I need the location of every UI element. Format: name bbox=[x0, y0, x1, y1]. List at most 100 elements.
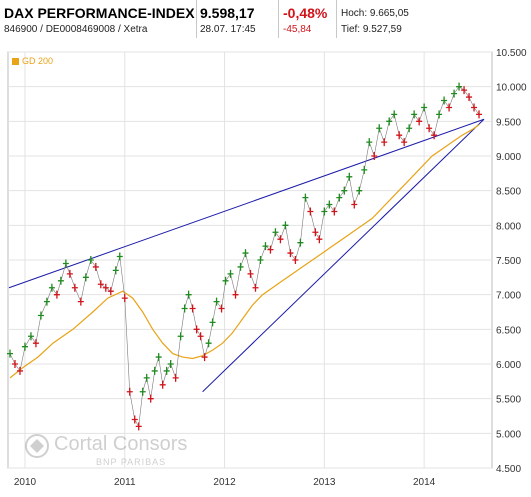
price-point bbox=[177, 332, 184, 341]
quote-name-cell bbox=[0, 0, 197, 38]
y-tick-label: 5.000 bbox=[496, 429, 521, 440]
y-tick-label: 8.000 bbox=[496, 221, 521, 232]
legend-label: GD 200 bbox=[22, 56, 54, 66]
x-tick-label: 2013 bbox=[313, 477, 336, 488]
price-point bbox=[116, 252, 123, 261]
watermark-brand: Cortal Consors bbox=[54, 433, 188, 455]
price-point bbox=[71, 283, 78, 292]
price-point bbox=[135, 422, 142, 431]
price-point bbox=[326, 200, 333, 209]
price-point bbox=[466, 93, 473, 102]
price-point bbox=[121, 294, 128, 303]
price-chart[interactable]: 4.500 5.000 5.500 6.000 6.500 7.000 7.500 8.000… bbox=[0, 48, 531, 492]
price-point bbox=[292, 256, 299, 264]
price-point bbox=[401, 138, 408, 147]
price-point bbox=[218, 304, 225, 313]
index-name: DAX PERFORMANCE-INDEX bbox=[4, 5, 195, 21]
day-low: Tief: 9.527,59 bbox=[341, 24, 402, 35]
change-absolute: -45,84 bbox=[283, 24, 312, 35]
price-point bbox=[227, 269, 234, 278]
price-point bbox=[147, 394, 154, 403]
price-point bbox=[461, 86, 468, 95]
y-tick-label: 9.000 bbox=[496, 152, 521, 163]
y-tick-label: 10.000 bbox=[496, 83, 527, 94]
price-point bbox=[297, 238, 304, 247]
price-point bbox=[11, 360, 18, 368]
price-point bbox=[163, 366, 170, 375]
price-point bbox=[167, 360, 174, 368]
y-tick-label: 6.500 bbox=[496, 325, 521, 336]
price-point bbox=[155, 353, 162, 362]
price-point bbox=[257, 256, 264, 264]
price-point bbox=[112, 266, 119, 275]
y-tick-label: 6.000 bbox=[496, 360, 521, 371]
price-point bbox=[446, 103, 453, 112]
price-point bbox=[143, 373, 150, 382]
chart-legend: GD 200 bbox=[12, 56, 53, 66]
y-tick-label: 9.500 bbox=[496, 117, 521, 128]
price-point bbox=[159, 380, 166, 389]
price-point bbox=[32, 339, 39, 348]
price-point bbox=[312, 228, 319, 237]
price-point bbox=[232, 290, 239, 299]
price-point bbox=[441, 96, 448, 105]
price-point bbox=[356, 186, 363, 195]
price-point bbox=[431, 131, 438, 140]
price-point bbox=[386, 117, 393, 126]
price-point bbox=[361, 165, 368, 174]
price-point bbox=[66, 269, 73, 278]
price-point bbox=[426, 124, 433, 133]
x-tick-label: 2012 bbox=[213, 477, 236, 488]
price-point bbox=[197, 332, 204, 341]
day-high: Hoch: 9.665,05 bbox=[341, 8, 409, 19]
price-point bbox=[411, 110, 418, 119]
price-point bbox=[471, 103, 478, 112]
price-point bbox=[456, 82, 463, 91]
price-point bbox=[107, 287, 114, 296]
price-point bbox=[267, 245, 274, 254]
price-point bbox=[172, 373, 179, 382]
price-point bbox=[476, 110, 483, 119]
price-point bbox=[316, 235, 323, 244]
moving-average-line bbox=[9, 124, 480, 379]
watermark-subbrand: BNP PARIBAS bbox=[96, 457, 167, 467]
price-point bbox=[272, 228, 279, 237]
price-point bbox=[87, 256, 94, 264]
price-point bbox=[62, 259, 69, 268]
price-point bbox=[222, 276, 229, 285]
broker-logo-icon bbox=[25, 434, 49, 458]
price-point bbox=[16, 366, 23, 375]
price-point bbox=[53, 290, 60, 299]
chart-svg: 4.500 5.000 5.500 6.000 6.500 7.000 7.500 8.000… bbox=[6, 48, 527, 488]
broker-watermark: Cortal Consors BNP PARIBAS bbox=[24, 431, 194, 471]
price-point bbox=[381, 138, 388, 147]
index-identifier: 846900 / DE0008469008 / Xetra bbox=[4, 24, 148, 35]
price-point bbox=[209, 318, 216, 327]
price-point bbox=[321, 207, 328, 216]
quote-price-cell bbox=[197, 0, 279, 38]
price-point bbox=[302, 193, 309, 202]
price-point bbox=[205, 339, 212, 348]
price-point bbox=[181, 304, 188, 313]
price-point bbox=[287, 249, 294, 258]
price-point bbox=[436, 110, 443, 119]
x-tick-label: 2014 bbox=[413, 477, 436, 488]
price-point bbox=[346, 172, 353, 181]
price-point bbox=[185, 290, 192, 299]
price-point bbox=[189, 304, 196, 313]
price-point bbox=[21, 342, 28, 351]
price-point bbox=[391, 110, 398, 119]
y-tick-label: 10.500 bbox=[496, 48, 527, 59]
y-tick-label: 7.500 bbox=[496, 256, 521, 267]
price-point bbox=[213, 297, 220, 306]
price-point bbox=[48, 283, 55, 292]
y-tick-label: 7.000 bbox=[496, 291, 521, 302]
price-point bbox=[336, 193, 343, 202]
price-point bbox=[237, 262, 244, 271]
price-point bbox=[282, 221, 289, 230]
price-point bbox=[331, 207, 338, 216]
price-point bbox=[371, 152, 378, 160]
price-point bbox=[376, 124, 383, 133]
price-point bbox=[102, 283, 109, 292]
price-point bbox=[201, 353, 208, 362]
